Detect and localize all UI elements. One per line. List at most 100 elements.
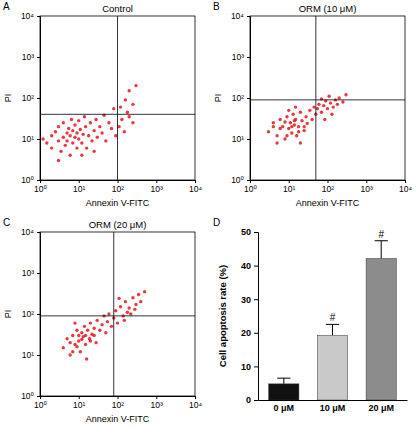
tick-mark [37, 16, 40, 17]
point [94, 341, 97, 344]
point [124, 300, 127, 303]
point [293, 119, 296, 122]
axis-title: Annexin V-FITC [86, 414, 150, 424]
panel-label: C [3, 217, 10, 228]
bar [366, 259, 396, 400]
point [272, 121, 275, 124]
tick-mark [247, 16, 250, 17]
point [329, 101, 332, 104]
tick-label: 10³ [361, 184, 373, 194]
tick-label: 0 [246, 395, 251, 405]
tick-label: 10⁴ [21, 11, 34, 21]
point [89, 321, 92, 324]
tick: 10¹ [73, 396, 85, 410]
point [302, 125, 305, 128]
tick: 10³ [22, 268, 40, 278]
tick-label: 10 μM [320, 403, 346, 413]
point [267, 130, 270, 133]
point [299, 111, 302, 114]
error-bar-cap [375, 240, 388, 241]
point [283, 120, 286, 123]
tick-mark [37, 232, 40, 233]
point [124, 98, 127, 101]
tick: 0 [246, 395, 258, 405]
tick-mark [247, 139, 250, 140]
plot-frame [250, 16, 405, 180]
point [110, 127, 113, 130]
point [62, 136, 65, 139]
tick-label: 10⁰ [21, 391, 34, 401]
tick-mark [254, 333, 258, 334]
point [131, 121, 134, 124]
point [107, 121, 110, 124]
point [300, 119, 303, 122]
tick-label: 10⁰ [21, 175, 34, 185]
tick: 10⁰ [21, 391, 40, 401]
tick: 30 [241, 295, 258, 305]
tick: 10² [322, 180, 334, 194]
axis: 10⁰10¹10²10³10⁴ [21, 227, 41, 401]
tick-mark [289, 180, 290, 183]
point [65, 139, 68, 142]
tick: 10³ [361, 180, 373, 194]
panel: 10⁰10¹10²10³10⁴10⁰10¹10²10³10⁴Annexin V-… [3, 1, 202, 208]
tick: 10¹ [22, 134, 40, 144]
point [83, 115, 86, 118]
gate-vertical [117, 16, 118, 180]
panel: 10⁰10¹10²10³10⁴10⁰10¹10²10³10⁴Annexin V-… [3, 217, 202, 424]
point [54, 130, 57, 133]
axis-line [41, 181, 196, 184]
tick-label: 10⁰ [244, 184, 257, 194]
tick: 10³ [232, 52, 250, 62]
point [287, 127, 290, 130]
tick-mark [247, 57, 250, 58]
point [77, 334, 80, 337]
tick: 10¹ [22, 350, 40, 360]
tick: 10¹ [73, 180, 85, 194]
point [131, 296, 134, 299]
point [83, 325, 86, 328]
error-bar-cap [326, 324, 339, 325]
tick-label: 10¹ [283, 184, 295, 194]
point [119, 105, 122, 108]
tick: 10⁰ [21, 175, 40, 185]
point [90, 139, 93, 142]
point [100, 323, 103, 326]
point [87, 134, 90, 137]
point [126, 111, 129, 114]
chart-title: Control [102, 3, 133, 14]
tick: 20 μM [368, 403, 394, 413]
point [126, 311, 129, 314]
point [139, 300, 142, 303]
point [80, 331, 83, 334]
point [62, 121, 65, 124]
point [297, 125, 300, 128]
point [41, 137, 44, 140]
point [306, 122, 309, 125]
tick-mark [366, 180, 367, 183]
plot-frame [40, 16, 195, 180]
error-bar-cap [277, 378, 290, 379]
point [92, 334, 95, 337]
point [285, 134, 288, 137]
panel-label: D [213, 217, 220, 228]
tick-mark [254, 266, 258, 267]
tick-mark [37, 98, 40, 99]
point [337, 96, 340, 99]
chart-title: ORM (10 μM) [299, 3, 357, 14]
tick-label: 50 [241, 227, 251, 237]
point [64, 144, 67, 147]
point [120, 118, 123, 121]
point [134, 303, 137, 306]
tick: 10² [112, 180, 124, 194]
gate-vertical [113, 232, 114, 396]
tick-label: 30 [241, 295, 251, 305]
tick: 10⁴ [21, 227, 40, 237]
error-bar-stem [381, 241, 382, 259]
tick-label: 10² [112, 184, 124, 194]
point [285, 115, 288, 118]
axis-line [37, 233, 41, 397]
point [65, 337, 68, 340]
error-bar [326, 324, 339, 335]
tick-label: 10¹ [73, 400, 85, 410]
